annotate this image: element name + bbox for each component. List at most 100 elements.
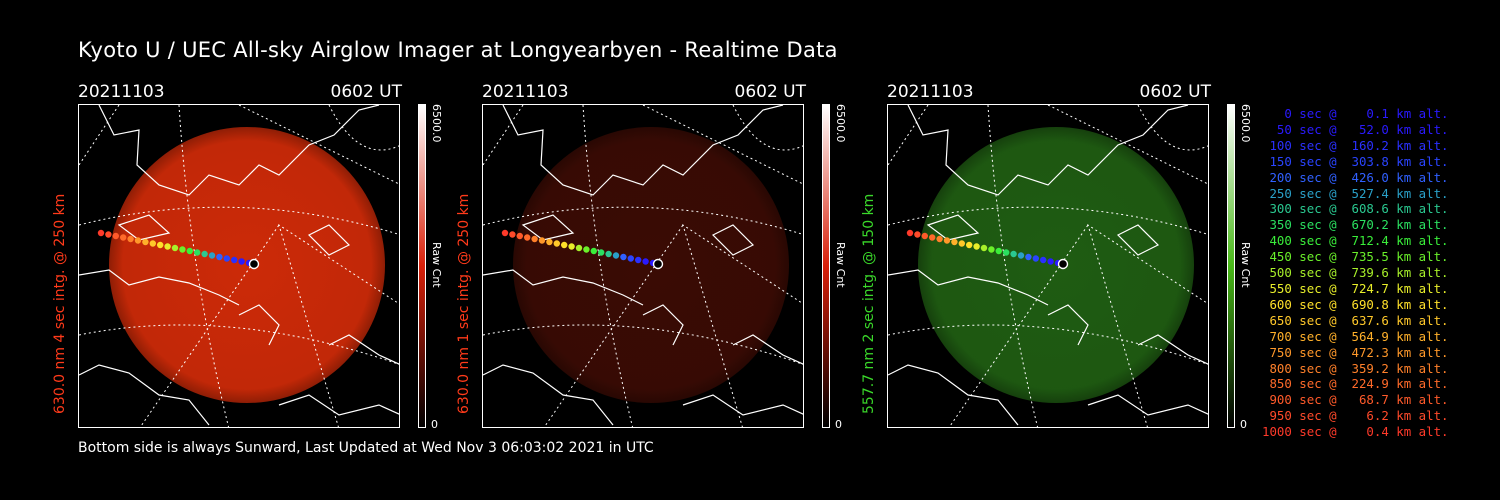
trajectory-point [231,256,238,264]
trajectory-point [171,244,179,252]
trajectory-point [501,229,509,237]
colorbar-unit-text: Raw Cnt [834,242,847,288]
sky-map [483,105,803,427]
trajectory-point [546,238,553,246]
trajectory-point [561,241,568,249]
legend-entry: 50 sec @ 52.0 km alt. [1262,121,1449,137]
colorbar [822,104,830,428]
trajectory-point [164,243,171,250]
colorbar-unit: Raw Cnt [1239,242,1253,302]
airglow-panel-630-4s: 20211103 0602 UT 630.0 nm 4 sec intg. @ … [52,80,478,432]
trajectory-point [208,252,216,259]
trajectory-point [179,246,186,253]
legend-entry: 1000 sec @ 0.4 km alt. [1262,424,1449,440]
trajectory-point [531,235,538,243]
coastline [483,105,803,426]
trajectory-point [201,250,208,258]
legend-entry: 600 sec @ 690.8 km alt. [1262,296,1449,312]
trajectory-point [194,249,201,256]
legend-entry: 350 sec @ 670.2 km alt. [1262,217,1449,233]
legend-entry: 650 sec @ 637.6 km alt. [1262,312,1449,328]
legend-entry: 900 sec @ 68.7 km alt. [1262,392,1449,408]
colorbar-max: 6500.0 [430,104,444,164]
colorbar-max-text: 6500.0 [834,104,847,143]
legend-entry: 300 sec @ 608.6 km alt. [1262,201,1449,217]
legend-entry: 950 sec @ 6.2 km alt. [1262,408,1449,424]
legend-entry: 550 sec @ 724.7 km alt. [1262,280,1449,296]
station-marker [1057,258,1069,270]
colorbar-max-text: 6500.0 [430,104,443,143]
panel-ylabel: 630.0 nm 1 sec intg. @ 250 km [454,104,478,430]
trajectory-point [914,231,921,238]
trajectory-point [605,250,612,258]
all-sky-image [78,104,400,428]
trajectory-point [951,238,958,246]
coastline [79,105,399,426]
trajectory-point [1047,258,1054,265]
trajectory-point [575,244,583,252]
legend-entry: 500 sec @ 739.6 km alt. [1262,265,1449,281]
trajectory-point [568,243,575,250]
trajectory-point [973,243,980,250]
trajectory-point [186,247,193,255]
station-marker [248,258,260,270]
legend-entry: 850 sec @ 224.9 km alt. [1262,376,1449,392]
trajectory-point [590,247,597,255]
panel-date: 20211103 [887,82,974,102]
colorbar-max: 6500.0 [1239,104,1253,164]
legend-entry: 800 sec @ 359.2 km alt. [1262,360,1449,376]
trajectory-point [627,255,634,262]
trajectory-point [1010,250,1017,258]
trajectory-point [1003,249,1010,256]
grid-lines [483,105,803,427]
trajectory-point [216,253,223,261]
colorbar-unit: Raw Cnt [430,242,444,302]
trajectory-point [929,234,936,241]
legend-entry: 250 sec @ 527.4 km alt. [1262,185,1449,201]
sky-map [888,105,1208,427]
trajectory-point [134,237,142,244]
panel-ylabel-text: 630.0 nm 1 sec intg. @ 250 km [456,193,472,414]
grid-lines [79,105,399,427]
airglow-panel-630-1s: 20211103 0602 UT 630.0 nm 1 sec intg. @ … [456,80,882,432]
trajectory-point [157,241,164,249]
airglow-panel-557-2s: 20211103 0602 UT 557.7 nm 2 sec intg. @ … [861,80,1287,432]
trajectory-point [966,241,973,249]
colorbar [418,104,426,428]
trajectory-point [642,258,649,265]
trajectory-point [97,229,105,237]
coastline [888,105,1208,426]
trajectory-point [524,234,531,241]
legend-entry: 150 sec @ 303.8 km alt. [1262,153,1449,169]
trajectory-point [943,237,951,244]
trajectory-point [516,232,523,240]
trajectory-point [142,238,149,246]
grid-lines [888,105,1208,427]
trajectory-point [223,255,230,262]
trajectory-point [1040,256,1047,264]
trajectory-point [988,246,995,253]
trajectory-point [936,235,943,243]
trajectory-point [635,256,642,264]
trajectory-point [620,253,627,261]
panel-date: 20211103 [482,82,569,102]
panel-ylabel-text: 557.7 nm 2 sec intg. @ 150 km [861,193,877,414]
trajectory-point [1025,253,1032,261]
trajectory-point [120,234,127,241]
trajectory-point [553,240,560,247]
trajectory-point [980,244,988,252]
trajectory-point [1032,255,1039,262]
trajectory-point [112,232,119,240]
trajectory-point [105,231,112,238]
footer-status: Bottom side is always Sunward, Last Upda… [78,440,654,456]
legend-entry: 450 sec @ 735.5 km alt. [1262,249,1449,265]
panel-ylabel: 557.7 nm 2 sec intg. @ 150 km [859,104,883,430]
trajectory-point [149,240,156,247]
trajectory-point [958,240,965,247]
trajectory-point [906,229,914,237]
page-title: Kyoto U / UEC All-sky Airglow Imager at … [78,38,838,62]
colorbar-min: 0 [431,418,438,431]
trajectory-point [509,231,516,238]
panel-time: 0602 UT [330,82,403,102]
colorbar [1227,104,1235,428]
